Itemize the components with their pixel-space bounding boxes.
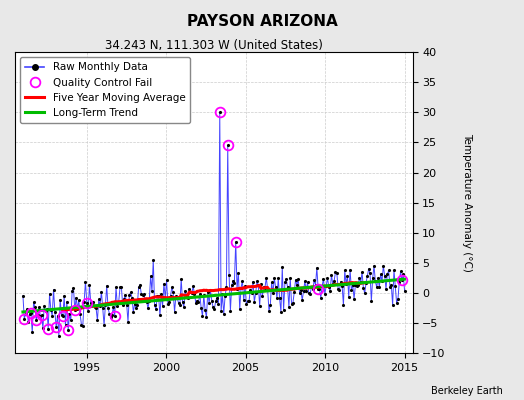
Title: 34.243 N, 111.303 W (United States): 34.243 N, 111.303 W (United States) — [105, 39, 323, 52]
Text: PAYSON ARIZONA: PAYSON ARIZONA — [187, 14, 337, 29]
Legend: Raw Monthly Data, Quality Control Fail, Five Year Moving Average, Long-Term Tren: Raw Monthly Data, Quality Control Fail, … — [20, 57, 190, 123]
Y-axis label: Temperature Anomaly (°C): Temperature Anomaly (°C) — [462, 133, 472, 272]
Text: Berkeley Earth: Berkeley Earth — [431, 386, 503, 396]
